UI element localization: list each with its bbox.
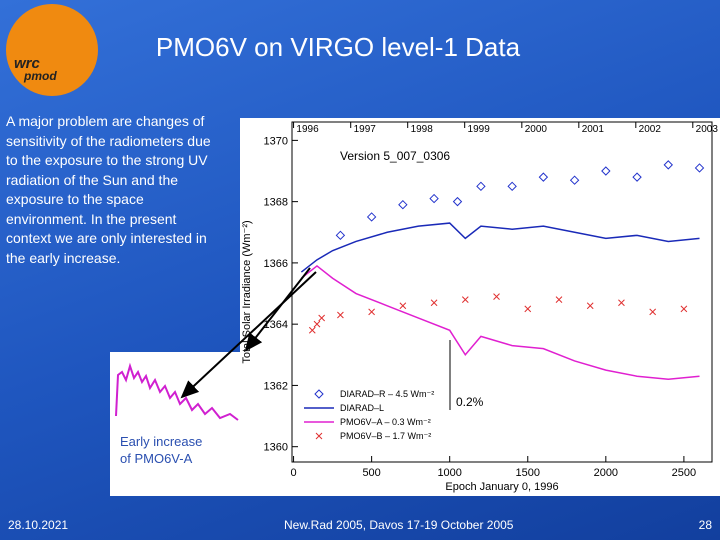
x2-tick-label: 1999: [468, 124, 491, 135]
series-line: [300, 222, 700, 273]
footer-event: New.Rad 2005, Davos 17-19 October 2005: [284, 518, 514, 532]
legend-label: PMO6V–A – 0.3 Wm⁻²: [340, 417, 431, 427]
x-marker: [555, 296, 563, 304]
legend-label: DIARAD–R – 4.5 Wm⁻²: [340, 389, 434, 399]
diamond-marker: [366, 212, 377, 222]
x-tick-label: 500: [362, 467, 380, 479]
slide-title: PMO6V on VIRGO level-1 Data: [156, 32, 521, 62]
annotation: Version 5_007_0306: [340, 149, 450, 163]
y-tick-label: 1360: [264, 442, 288, 454]
x-tick-label: 0: [290, 467, 296, 479]
diamond-marker: [694, 163, 705, 173]
diamond-marker: [632, 172, 642, 182]
y-tick-label: 1364: [264, 319, 288, 331]
diamond-marker: [507, 181, 517, 192]
legend-box: [300, 386, 445, 446]
x-marker: [649, 308, 657, 316]
x2-tick-label: 2001: [582, 124, 605, 135]
x-marker: [680, 305, 688, 313]
x-tick-label: 2500: [672, 467, 696, 479]
inset-caption: Early increase of PMO6V-A: [120, 434, 202, 466]
diamond-marker: [569, 175, 580, 185]
diamond-marker: [663, 160, 673, 170]
x-marker: [337, 311, 344, 319]
x-tick-label: 1000: [437, 467, 461, 479]
inset-frame: [110, 352, 240, 496]
legend-label: PMO6V–B – 1.7 Wm⁻²: [340, 431, 431, 441]
x-tick-label: 1500: [516, 467, 540, 479]
diamond-marker: [538, 172, 549, 182]
x-marker: [318, 314, 326, 322]
diamond-marker: [452, 196, 463, 207]
x-marker: [368, 308, 375, 316]
diamond-marker: [335, 230, 346, 241]
x-marker: [430, 299, 438, 307]
y-tick-label: 1362: [264, 380, 288, 392]
x-marker: [524, 305, 532, 313]
x-marker: [618, 299, 625, 307]
diamond-marker: [429, 193, 439, 204]
footer-page: 28: [698, 518, 712, 532]
sun-logo: [6, 4, 98, 96]
series-line: [300, 265, 700, 381]
diamond-marker: [398, 199, 408, 210]
x-marker: [493, 293, 500, 300]
footer-date: 28.10.2021: [8, 518, 69, 532]
diamond-marker: [476, 181, 486, 192]
y-tick-label: 1370: [264, 135, 288, 147]
chart: 1360 1362 1364 1366 1368 1370 0 500 1000 1500 2000…: [241, 121, 719, 493]
legend-swatch: [314, 389, 324, 399]
x2-tick-label: 2000: [525, 124, 548, 135]
legend-label: DIARAD–L: [340, 403, 384, 413]
x2-tick-label: 1997: [354, 124, 377, 135]
inset-line: [115, 362, 239, 421]
x-axis-label: Epoch January 0, 1996: [445, 481, 558, 493]
y-tick-label: 1366: [264, 258, 288, 270]
logo-text: wrc: [14, 55, 41, 72]
x2-tick-label: 1998: [411, 124, 434, 135]
x-marker: [461, 296, 469, 304]
x2-tick-label: 1996: [296, 124, 319, 135]
x-marker: [586, 302, 594, 310]
diamond-marker: [601, 166, 611, 176]
x-tick-label: 2000: [594, 467, 618, 479]
x2-tick-label: 2003: [696, 124, 719, 135]
arrow: [244, 267, 311, 352]
y-axis-label: Total Solar Irradiance (Wm⁻²): [241, 220, 253, 363]
x-marker: [313, 320, 321, 328]
legend-swatch: [315, 432, 323, 440]
y-tick-label: 1368: [264, 197, 288, 209]
x-marker: [308, 326, 316, 334]
x2-tick-label: 2002: [639, 124, 662, 135]
annotation: 0.2%: [456, 395, 484, 409]
x-marker: [399, 302, 407, 310]
logo-text: pmod: [23, 69, 57, 83]
body-text: A major problem are changes of sensitivi…: [6, 113, 211, 266]
